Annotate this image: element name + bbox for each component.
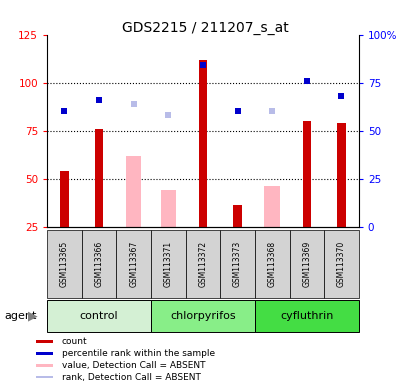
Bar [324,230,358,298]
Text: GSM113370: GSM113370 [336,241,345,287]
Text: GSM113372: GSM113372 [198,241,207,287]
Text: GSM113367: GSM113367 [129,241,138,287]
Text: rank, Detection Call = ABSENT: rank, Detection Call = ABSENT [62,372,200,382]
Bar [36,364,53,367]
Bar [47,300,151,332]
Bar [47,230,81,298]
Bar [94,129,103,227]
Text: percentile rank within the sample: percentile rank within the sample [62,349,215,358]
Bar [36,352,53,355]
Text: GDS2215 / 211207_s_at: GDS2215 / 211207_s_at [121,21,288,35]
Bar [116,230,151,298]
Bar [151,300,254,332]
Text: count: count [62,337,88,346]
Text: GSM113365: GSM113365 [60,241,69,287]
Bar [36,376,53,378]
Bar [185,230,220,298]
Text: agent: agent [4,311,36,321]
Text: control: control [80,311,118,321]
Text: GSM113366: GSM113366 [94,241,103,287]
Text: GSM113368: GSM113368 [267,241,276,287]
Bar [264,186,279,227]
Text: GSM113369: GSM113369 [301,241,310,287]
Bar [233,205,241,227]
Text: chlorpyrifos: chlorpyrifos [170,311,235,321]
Bar [220,230,254,298]
Bar [198,60,207,227]
Bar [289,230,324,298]
Bar [254,230,289,298]
Bar [254,300,358,332]
Bar [160,190,176,227]
Bar [336,123,345,227]
Text: value, Detection Call = ABSENT: value, Detection Call = ABSENT [62,361,205,370]
Text: GSM113373: GSM113373 [232,241,241,287]
Text: ▶: ▶ [28,309,37,322]
Bar [81,230,116,298]
Bar [60,171,69,227]
Text: GSM113371: GSM113371 [164,241,173,287]
Bar [151,230,185,298]
Bar [36,341,53,343]
Text: cyfluthrin: cyfluthrin [279,311,333,321]
Bar [126,156,141,227]
Bar [302,121,310,227]
